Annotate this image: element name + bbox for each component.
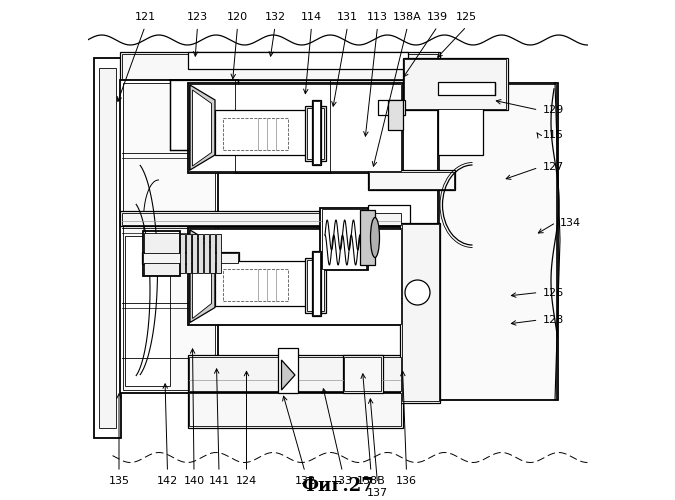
Text: 126: 126: [543, 288, 564, 298]
Text: 138A: 138A: [393, 12, 422, 22]
Bar: [377, 100, 405, 115]
Bar: [142, 252, 239, 264]
Bar: [342, 355, 383, 393]
Bar: [188, 355, 402, 393]
Bar: [367, 170, 455, 190]
Text: 131: 131: [337, 12, 358, 22]
Text: 129: 129: [543, 105, 564, 115]
Bar: [439, 84, 556, 398]
Bar: [437, 82, 495, 95]
Bar: [215, 110, 308, 155]
Text: 137: 137: [367, 488, 388, 498]
Bar: [120, 211, 402, 226]
Bar: [188, 228, 402, 325]
Bar: [277, 348, 298, 393]
Bar: [344, 356, 381, 391]
Circle shape: [405, 280, 430, 305]
Bar: [313, 252, 319, 315]
Bar: [120, 52, 440, 80]
Text: 113: 113: [367, 12, 388, 22]
Bar: [404, 59, 506, 108]
Bar: [125, 236, 170, 386]
Text: 120: 120: [227, 12, 248, 22]
Bar: [402, 58, 508, 110]
Text: Фиг.27: Фиг.27: [301, 477, 374, 495]
Text: 124: 124: [236, 476, 257, 486]
Bar: [400, 222, 440, 402]
Bar: [305, 106, 326, 161]
Text: 127: 127: [543, 162, 564, 172]
Bar: [210, 234, 215, 272]
Text: 132: 132: [294, 476, 315, 486]
Bar: [170, 80, 238, 150]
Text: 142: 142: [157, 476, 178, 486]
Bar: [306, 260, 324, 311]
Bar: [215, 261, 308, 306]
Polygon shape: [192, 235, 211, 318]
Bar: [321, 209, 366, 268]
Polygon shape: [192, 90, 211, 166]
Text: 133: 133: [332, 476, 353, 486]
Bar: [122, 82, 215, 390]
Polygon shape: [190, 230, 215, 322]
Bar: [320, 208, 367, 270]
Bar: [188, 82, 402, 172]
Bar: [122, 54, 439, 78]
Text: 140: 140: [184, 476, 205, 486]
Text: 139: 139: [427, 12, 448, 22]
Bar: [189, 393, 401, 426]
Text: 132: 132: [265, 12, 286, 22]
Text: 115: 115: [543, 130, 564, 140]
Text: 136: 136: [396, 476, 417, 486]
Text: 138B: 138B: [356, 476, 385, 486]
Text: 114: 114: [301, 12, 322, 22]
Bar: [367, 205, 410, 225]
Ellipse shape: [371, 218, 379, 258]
Bar: [204, 234, 209, 272]
Text: 134: 134: [560, 218, 581, 228]
Text: 128: 128: [543, 315, 564, 325]
Bar: [189, 356, 401, 391]
Bar: [369, 172, 454, 188]
Bar: [235, 80, 330, 172]
Bar: [122, 212, 401, 224]
Bar: [437, 82, 558, 400]
Text: 121: 121: [134, 12, 155, 22]
Bar: [360, 210, 375, 265]
Bar: [192, 234, 196, 272]
Bar: [223, 118, 288, 150]
Bar: [142, 252, 238, 263]
Bar: [186, 234, 190, 272]
Bar: [189, 229, 401, 324]
Bar: [437, 98, 483, 155]
Bar: [305, 258, 326, 312]
Text: 135: 135: [109, 476, 130, 486]
Polygon shape: [190, 85, 215, 170]
Bar: [189, 84, 401, 171]
Bar: [180, 234, 184, 272]
Bar: [198, 234, 202, 272]
Bar: [142, 231, 180, 276]
Bar: [144, 232, 178, 274]
Text: 123: 123: [187, 12, 208, 22]
Bar: [188, 52, 408, 69]
Bar: [188, 392, 402, 428]
Text: 125: 125: [456, 12, 477, 22]
Bar: [99, 68, 116, 428]
Polygon shape: [281, 360, 295, 390]
Bar: [120, 80, 217, 392]
Bar: [223, 268, 288, 301]
Bar: [94, 58, 121, 438]
Bar: [306, 108, 324, 159]
Bar: [311, 251, 321, 316]
Bar: [216, 234, 221, 272]
Bar: [387, 100, 402, 130]
Bar: [313, 101, 319, 164]
Bar: [311, 100, 321, 165]
Bar: [402, 224, 439, 401]
Text: 141: 141: [209, 476, 230, 486]
